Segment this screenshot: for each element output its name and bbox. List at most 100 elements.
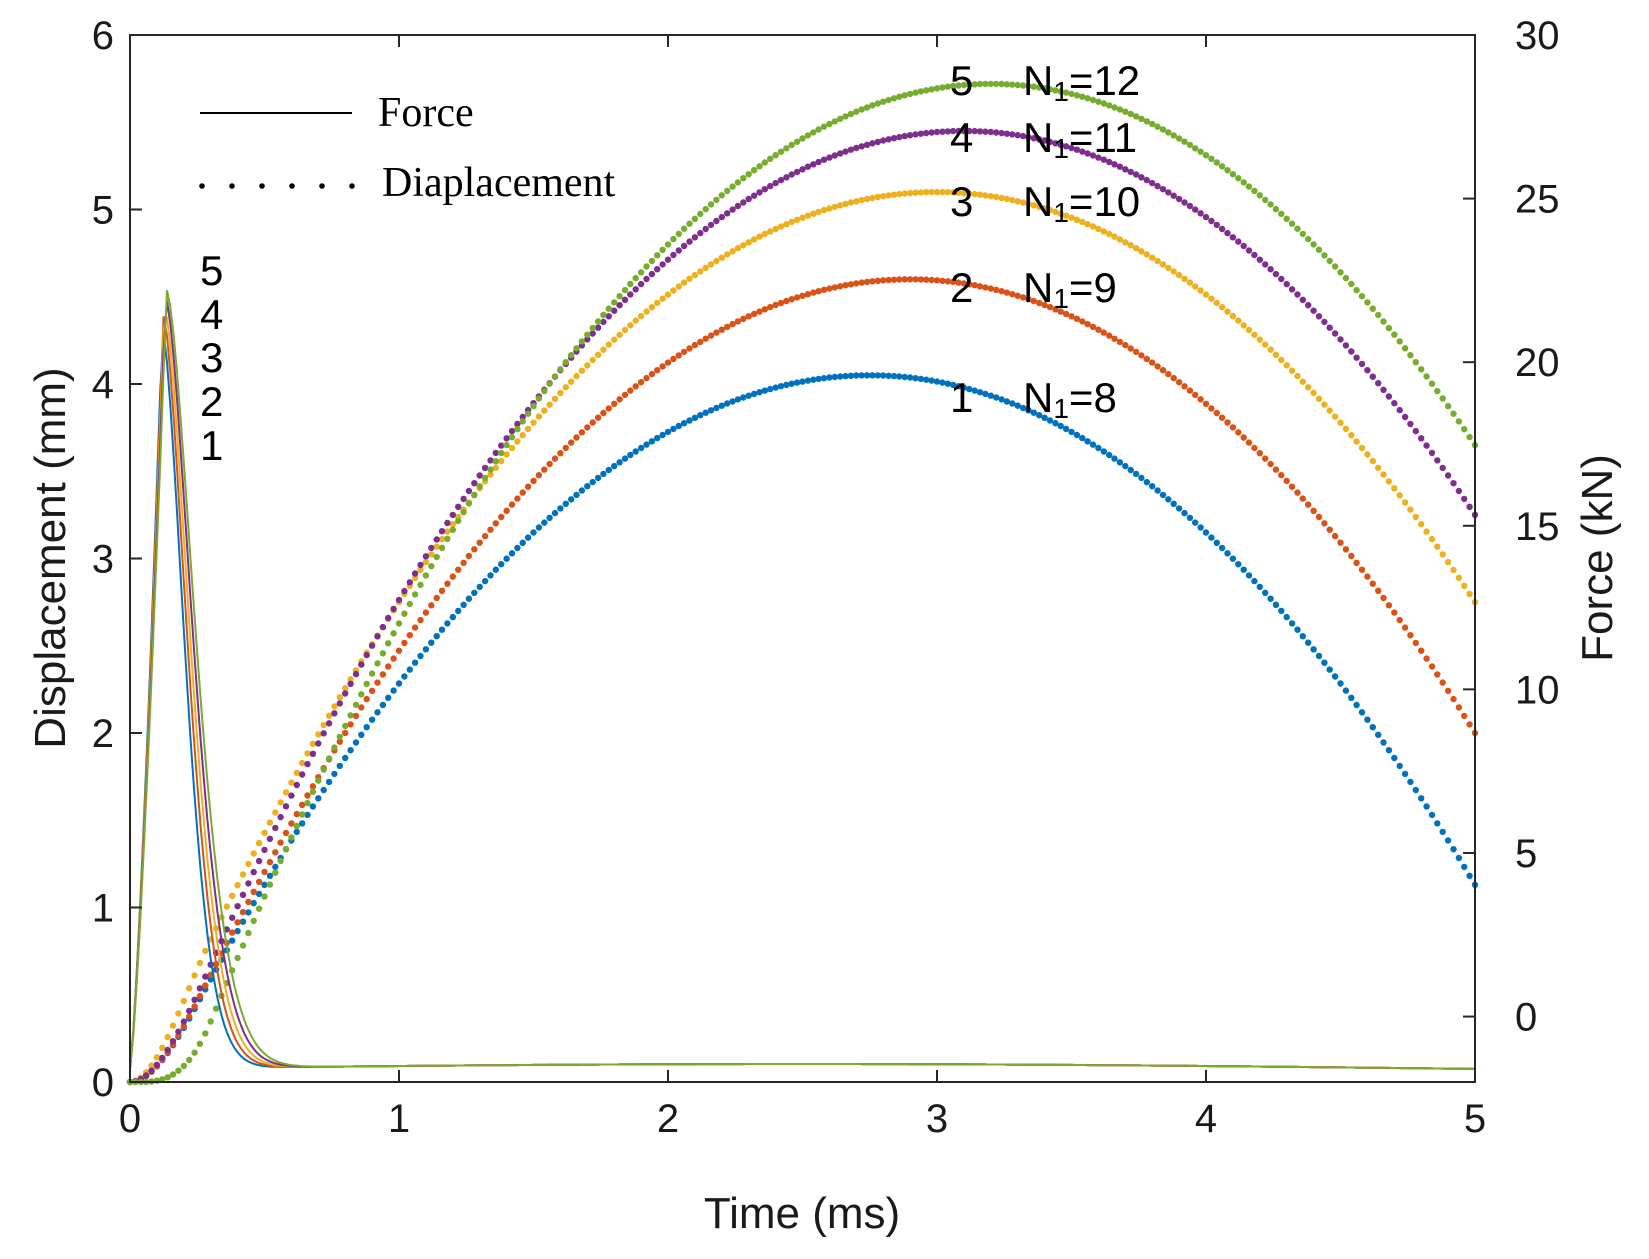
displacement-point bbox=[363, 695, 370, 703]
displacement-point bbox=[659, 261, 666, 268]
displacement-point bbox=[1014, 198, 1021, 205]
displacement-point bbox=[358, 704, 365, 711]
displacement-point bbox=[1192, 519, 1199, 526]
displacement-point bbox=[793, 294, 801, 301]
displacement-point bbox=[471, 491, 478, 498]
displacement-point bbox=[815, 158, 822, 166]
displacement-point bbox=[1046, 206, 1054, 214]
displacement-point bbox=[998, 129, 1005, 137]
displacement-point bbox=[858, 279, 865, 286]
displacement-point bbox=[1461, 582, 1468, 590]
legend: Force Diaplacement bbox=[199, 90, 616, 206]
displacement-point bbox=[982, 284, 989, 291]
displacement-point bbox=[1014, 81, 1021, 89]
displacement-point bbox=[1186, 387, 1194, 394]
displacement-point bbox=[616, 331, 623, 338]
displacement-point bbox=[309, 740, 317, 747]
displacement-point bbox=[853, 108, 860, 115]
displacement-point bbox=[1057, 210, 1064, 217]
displacement-point bbox=[1428, 663, 1436, 670]
displacement-point bbox=[987, 193, 994, 200]
displacement-point bbox=[729, 183, 736, 190]
force-series-2 bbox=[129, 316, 1475, 1070]
displacement-point bbox=[573, 434, 580, 441]
displacement-point bbox=[1342, 546, 1350, 553]
displacement-point bbox=[212, 1005, 220, 1012]
displacement-point bbox=[1278, 356, 1285, 364]
displacement-point bbox=[1192, 391, 1199, 399]
displacement-point bbox=[1224, 550, 1231, 557]
displacement-point bbox=[697, 412, 704, 419]
displacement-point bbox=[1062, 425, 1070, 433]
displacement-point bbox=[1208, 155, 1215, 162]
displacement-point bbox=[299, 759, 306, 767]
displacement-point bbox=[1283, 362, 1290, 369]
displacement-point bbox=[783, 221, 790, 228]
displacement-point bbox=[901, 92, 908, 99]
displacement-point bbox=[406, 632, 413, 639]
displacement-point bbox=[600, 318, 607, 326]
displacement-point bbox=[750, 167, 758, 174]
displacement-point bbox=[1213, 539, 1221, 546]
displacement-point bbox=[1299, 378, 1307, 385]
displacement-point bbox=[858, 143, 865, 150]
displacement-point bbox=[1057, 422, 1064, 430]
displacement-point bbox=[1127, 345, 1134, 352]
displacement-point bbox=[449, 573, 456, 580]
force-series-5 bbox=[129, 290, 1475, 1070]
displacement-point bbox=[417, 566, 424, 574]
displacement-point bbox=[767, 303, 774, 311]
displacement-point bbox=[498, 561, 505, 568]
displacement-point bbox=[1025, 200, 1032, 208]
y-left-tick-label: 1 bbox=[92, 887, 114, 931]
displacement-point bbox=[966, 385, 973, 393]
displacement-point bbox=[471, 546, 478, 553]
displacement-point bbox=[912, 131, 919, 138]
displacement-point bbox=[799, 214, 806, 221]
displacement-point bbox=[180, 1018, 187, 1025]
displacement-point bbox=[331, 703, 338, 710]
displacement-point bbox=[1256, 336, 1264, 343]
displacement-point bbox=[428, 544, 435, 552]
displacement-point bbox=[541, 387, 548, 395]
displacement-point bbox=[1358, 360, 1366, 368]
displacement-point bbox=[896, 190, 903, 198]
displacement-point bbox=[336, 762, 343, 770]
displacement-point bbox=[401, 673, 408, 680]
displacement-point bbox=[831, 152, 838, 159]
displacement-point bbox=[831, 284, 838, 291]
displacement-point bbox=[492, 566, 499, 573]
displacement-point bbox=[1401, 499, 1409, 506]
displacement-point bbox=[1009, 400, 1016, 407]
displacement-point bbox=[191, 972, 198, 979]
displacement-point bbox=[455, 517, 462, 525]
displacement-point bbox=[1073, 146, 1081, 153]
displacement-point bbox=[342, 722, 349, 730]
displacement-point bbox=[729, 248, 736, 255]
displacement-point bbox=[1046, 303, 1054, 311]
displacement-point bbox=[541, 519, 548, 526]
displacement-point bbox=[648, 257, 656, 265]
displacement-point bbox=[702, 264, 709, 272]
displacement-point bbox=[229, 937, 236, 944]
displacement-point bbox=[971, 81, 978, 88]
displacement-point bbox=[541, 466, 548, 473]
displacement-point bbox=[605, 305, 612, 312]
displacement-point bbox=[1175, 135, 1183, 142]
displacement-point bbox=[1288, 483, 1296, 490]
displacement-point bbox=[745, 195, 752, 203]
displacement-point bbox=[1267, 460, 1274, 468]
displacement-point bbox=[976, 191, 984, 198]
displacement-point bbox=[912, 189, 919, 196]
displacement-point bbox=[820, 286, 828, 293]
displacement-point bbox=[460, 495, 467, 503]
displacement-point bbox=[325, 778, 333, 786]
y-right-tick-label: 20 bbox=[1515, 341, 1560, 385]
displacement-point bbox=[562, 500, 569, 507]
displacement-point bbox=[508, 550, 516, 557]
displacement-point bbox=[707, 201, 715, 208]
displacement-point bbox=[960, 189, 968, 197]
displacement-point bbox=[1299, 633, 1307, 640]
displacement-point bbox=[600, 346, 607, 353]
displacement-point bbox=[724, 187, 731, 195]
